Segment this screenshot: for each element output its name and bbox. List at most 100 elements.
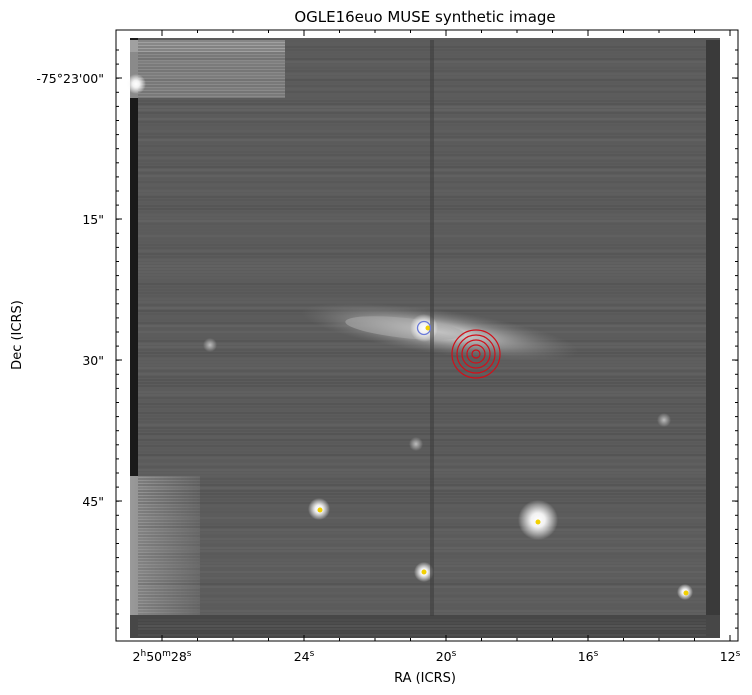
stripe [138, 268, 706, 270]
x-tick-label: 2h50m28s [133, 649, 192, 664]
plot-frame [115, 29, 739, 642]
stripe [138, 280, 706, 282]
stripe [138, 379, 706, 381]
stripe [138, 463, 706, 465]
stripe [138, 475, 706, 477]
stripe [138, 220, 706, 222]
stripe [138, 196, 706, 198]
stripe [138, 628, 706, 630]
stripe [138, 277, 706, 279]
stripe [138, 448, 706, 450]
stripe [138, 88, 706, 90]
stripe [138, 388, 706, 390]
stripe [138, 559, 706, 561]
stripe [138, 508, 706, 510]
stripe [138, 121, 706, 123]
source-markers [317, 325, 689, 596]
stripe [138, 175, 706, 177]
stripe [138, 46, 706, 48]
stripe [138, 382, 706, 384]
stripe [138, 418, 706, 420]
stripe [138, 100, 706, 102]
stripe [138, 187, 706, 189]
target-circle-marker [416, 320, 432, 336]
stripe [138, 352, 706, 354]
stripe [138, 178, 706, 180]
stripe [138, 244, 706, 246]
x-axis-label: RA (ICRS) [394, 671, 456, 686]
stripe [138, 355, 706, 357]
stripe [138, 541, 706, 543]
stripe [138, 286, 706, 288]
astronomical-image [126, 38, 720, 638]
stripe [138, 106, 706, 108]
stripe [138, 160, 706, 162]
stripe [138, 91, 706, 93]
stripe [138, 634, 706, 636]
stripe [138, 556, 706, 558]
stripe [138, 181, 706, 183]
stripe [138, 385, 706, 387]
y-tick-labels: -75°23'00" 15" 30" 45" [36, 71, 104, 509]
source-marker [535, 519, 541, 525]
stripe [138, 124, 706, 126]
stripe [138, 295, 706, 297]
stripe [138, 289, 706, 291]
stripe [138, 481, 706, 483]
stripe [138, 109, 706, 111]
stripe [138, 112, 706, 114]
stripe [138, 598, 706, 600]
stripe [138, 247, 706, 249]
stripe [138, 403, 706, 405]
stripe [138, 142, 706, 144]
stripe [138, 58, 706, 60]
stripe [138, 583, 706, 585]
source-marker [425, 325, 431, 331]
stripe [138, 118, 706, 120]
stripe [138, 451, 706, 453]
stripe [138, 412, 706, 414]
stripe [138, 607, 706, 609]
stripe [138, 133, 706, 135]
y-axis-label: Dec (ICRS) [10, 300, 25, 370]
stripe [138, 49, 706, 51]
stripe [138, 211, 706, 213]
stripe [138, 250, 706, 252]
y-tick-label: 45" [82, 494, 104, 509]
stripe [138, 610, 706, 612]
stripe [138, 457, 706, 459]
stripe [138, 139, 706, 141]
stripe [138, 256, 706, 258]
stripe [138, 604, 706, 606]
stripe [138, 301, 706, 303]
stripe [138, 415, 706, 417]
x-tick-label: 12s [720, 649, 741, 664]
stripe [138, 169, 706, 171]
stripe [138, 61, 706, 63]
stripe [138, 496, 706, 498]
source-marker [317, 507, 323, 513]
stripe [138, 595, 706, 597]
stripe [138, 370, 706, 372]
stripe [138, 202, 706, 204]
stripe [138, 358, 706, 360]
x-tick-label: 24s [294, 649, 315, 664]
stripe [138, 52, 706, 54]
stripe [138, 43, 706, 45]
stripe [138, 466, 706, 468]
concentric-rings-marker [451, 329, 501, 379]
stripe [138, 94, 706, 96]
stripe [138, 172, 706, 174]
stripe [138, 433, 706, 435]
stripe [138, 193, 706, 195]
stripe [138, 409, 706, 411]
stripe [138, 490, 706, 492]
stripe [138, 514, 706, 516]
stripe [138, 544, 706, 546]
stripe [138, 469, 706, 471]
stripe [138, 145, 706, 147]
stripe [138, 151, 706, 153]
stripe [138, 547, 706, 549]
stripe [138, 223, 706, 225]
stripe [138, 427, 706, 429]
